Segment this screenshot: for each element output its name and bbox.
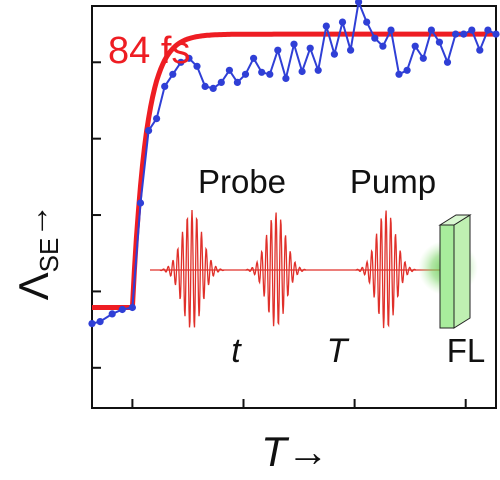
data-point bbox=[266, 70, 274, 78]
data-point bbox=[274, 46, 282, 54]
y-axis-symbol: Λ bbox=[10, 272, 57, 300]
data-point bbox=[88, 320, 96, 328]
data-point bbox=[169, 70, 177, 78]
data-point bbox=[347, 46, 355, 54]
data-point bbox=[322, 22, 330, 30]
data-point bbox=[193, 62, 201, 70]
probe-label: Probe bbox=[198, 163, 286, 200]
data-point bbox=[427, 26, 435, 34]
probe-pulse-1 bbox=[159, 209, 225, 328]
data-point bbox=[476, 46, 484, 54]
data-point bbox=[250, 54, 258, 62]
data-point bbox=[153, 115, 161, 123]
data-point bbox=[435, 38, 443, 46]
axis-ticks bbox=[92, 61, 467, 408]
x-axis-label: T→ bbox=[261, 428, 329, 475]
y-axis-label: ΛSE→ bbox=[10, 204, 64, 301]
data-point bbox=[225, 66, 233, 74]
data-point bbox=[468, 26, 476, 34]
data-point bbox=[145, 127, 153, 135]
data-point bbox=[298, 67, 306, 76]
fl-label: FL bbox=[447, 332, 486, 369]
data-point bbox=[161, 82, 169, 90]
data-point bbox=[338, 18, 347, 26]
data-point bbox=[460, 30, 468, 38]
data-point bbox=[209, 84, 217, 92]
data-point bbox=[395, 70, 403, 78]
data-point bbox=[136, 199, 145, 207]
data-point bbox=[233, 78, 241, 86]
y-axis-arrow: → bbox=[18, 204, 56, 238]
data-point bbox=[185, 54, 193, 62]
data-point bbox=[387, 26, 395, 34]
cuvette-icon bbox=[438, 214, 472, 329]
pulse-sequence-inset: Probe Pump t T FL bbox=[150, 163, 485, 370]
plot-frame bbox=[91, 5, 497, 409]
time-constant-annotation: 84 fs bbox=[108, 30, 190, 72]
data-point bbox=[96, 318, 104, 326]
data-point bbox=[484, 26, 492, 34]
data-point bbox=[371, 34, 379, 42]
data-point bbox=[411, 42, 419, 50]
data-point bbox=[403, 66, 411, 74]
data-point bbox=[306, 44, 314, 52]
data-points bbox=[88, 0, 500, 328]
data-point bbox=[452, 30, 460, 38]
data-point bbox=[177, 58, 185, 66]
data-point bbox=[282, 74, 290, 82]
pump-pulse bbox=[355, 210, 417, 329]
data-point bbox=[443, 58, 452, 66]
data-point bbox=[492, 30, 500, 38]
data-point bbox=[258, 68, 266, 76]
data-point bbox=[419, 54, 427, 62]
data-point bbox=[217, 78, 225, 86]
data-point bbox=[355, 0, 363, 6]
data-point bbox=[330, 50, 338, 58]
delay-T-label: T bbox=[327, 332, 350, 370]
data-point bbox=[241, 70, 250, 78]
svg-text:ΛSE→: ΛSE→ bbox=[10, 204, 64, 301]
data-point bbox=[314, 66, 322, 74]
data-point bbox=[363, 18, 371, 26]
data-point bbox=[379, 42, 387, 50]
delay-t-label: t bbox=[231, 332, 242, 370]
data-point bbox=[290, 40, 298, 48]
data-point bbox=[108, 310, 116, 318]
data-point bbox=[128, 303, 136, 312]
data-point bbox=[118, 305, 126, 314]
pump-label: Pump bbox=[350, 163, 436, 200]
probe-pulse-2 bbox=[245, 212, 307, 327]
data-point bbox=[201, 82, 209, 90]
y-axis-subscript: SE bbox=[34, 238, 64, 273]
